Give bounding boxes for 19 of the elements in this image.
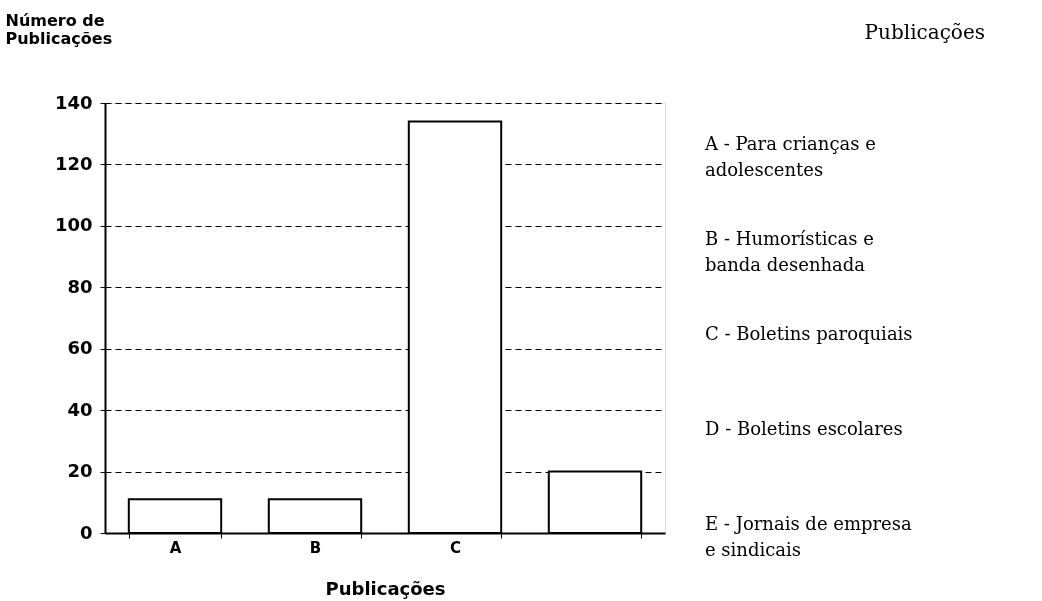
text: C - Boletins paroquiais [705, 323, 913, 344]
x-tick-label: C [449, 538, 462, 557]
y-tick-label: 140 [54, 91, 93, 113]
x-axis-title: Publicações [325, 577, 446, 599]
x-tick-label: B [309, 538, 322, 557]
y-tick-label: 60 [67, 337, 93, 359]
text: B - Humorísticas e banda desenhada [705, 228, 874, 275]
text: E - Jornais de empresa e sindicais [705, 513, 912, 560]
y-tick-label: 80 [67, 275, 93, 297]
y-tick-label: 40 [67, 398, 93, 420]
y-axis-title: Número de Publicações [5, 10, 113, 48]
text: A - Para crianças e adolescentes [704, 133, 876, 180]
text: Publicações [864, 20, 985, 44]
text: D - Boletins escolares [705, 418, 903, 439]
y-tick-label: 120 [54, 152, 93, 174]
y-tick-label: 100 [54, 214, 93, 236]
y-tick-label: 0 [79, 521, 93, 543]
x-tick-label: A [169, 538, 182, 557]
y-tick-label: 20 [67, 460, 93, 482]
